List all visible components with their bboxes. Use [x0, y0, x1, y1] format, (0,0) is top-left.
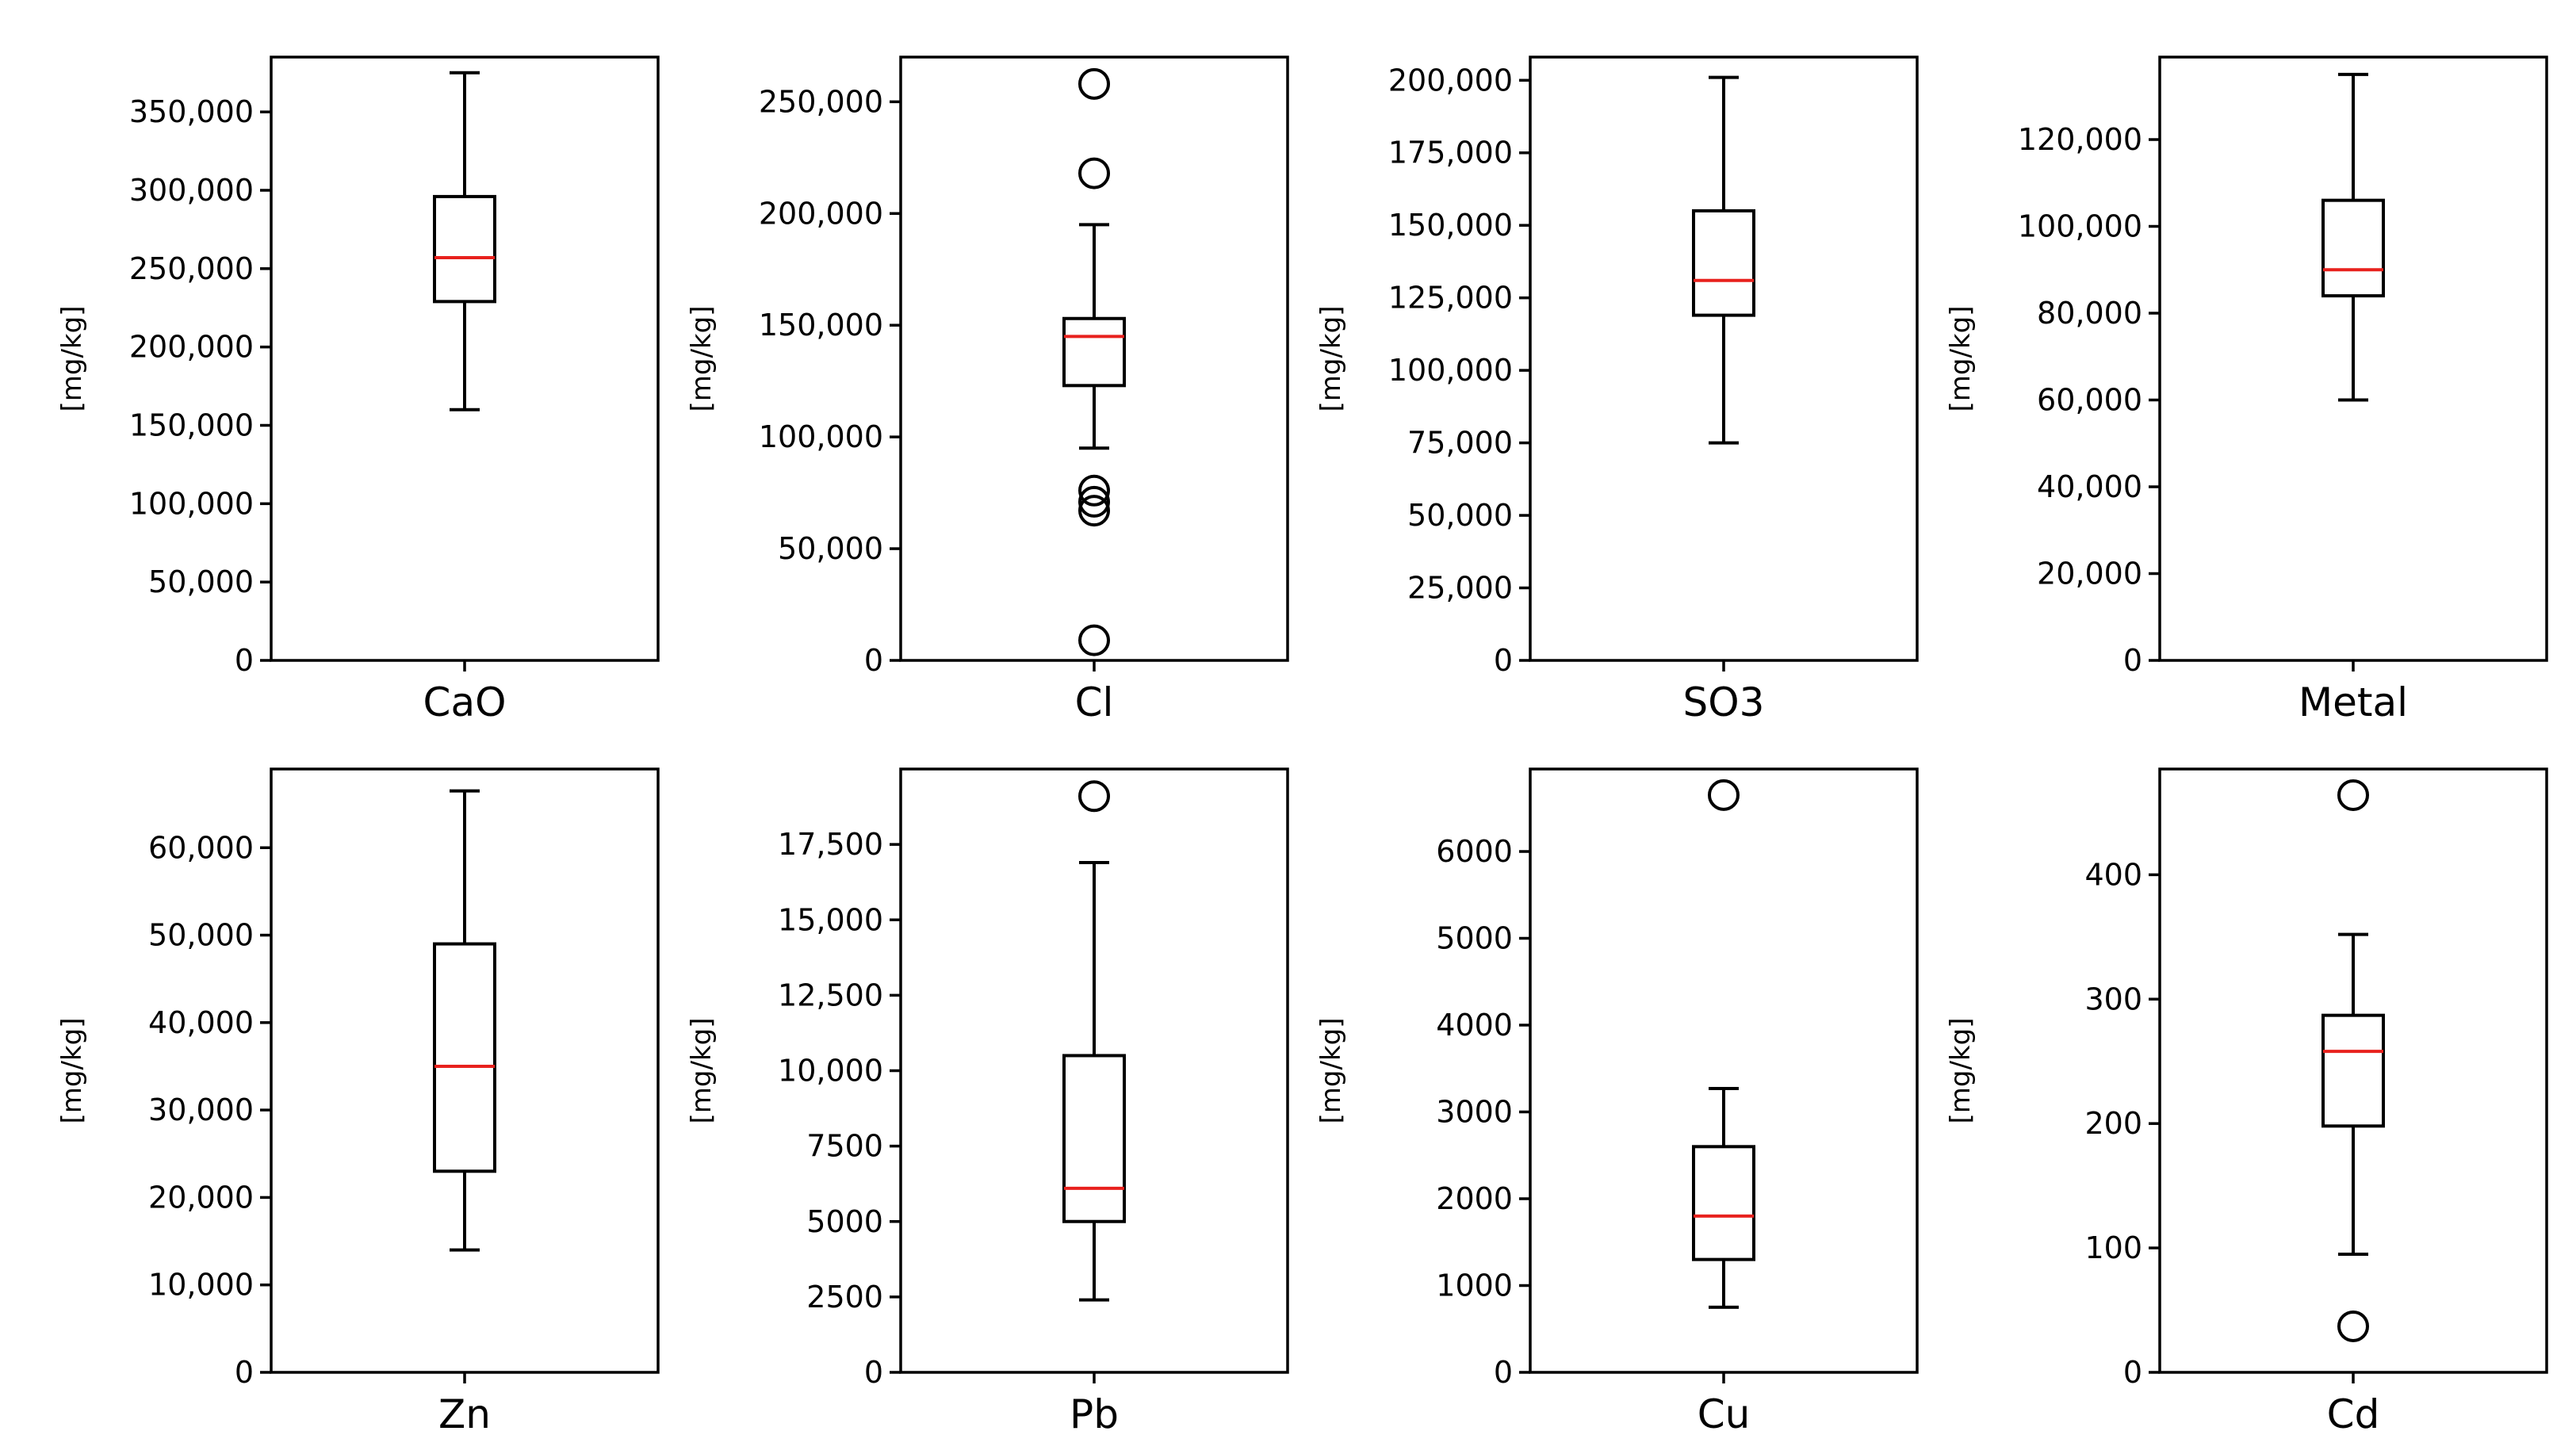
y-tick-label-cao: 300,000 — [129, 173, 254, 208]
y-axis-label-cu: [mg/kg] — [1315, 1018, 1347, 1124]
x-category-label-cd: Cd — [2327, 1391, 2380, 1437]
y-tick-label-cd: 400 — [2084, 857, 2142, 892]
y-tick-label-zn: 30,000 — [148, 1092, 254, 1127]
y-tick-label-zn: 50,000 — [148, 918, 254, 953]
y-tick-label-cao: 200,000 — [129, 330, 254, 365]
y-tick-label-cu: 4000 — [1436, 1008, 1513, 1043]
y-tick-label-pb: 5000 — [806, 1204, 883, 1239]
y-tick-label-cao: 250,000 — [129, 251, 254, 286]
y-tick-label-cd: 0 — [2123, 1355, 2142, 1390]
iqr-box-cu — [1692, 1145, 1755, 1261]
y-tick-label-so3: 175,000 — [1388, 136, 1513, 170]
y-tick-label-metal: 60,000 — [2037, 383, 2142, 418]
y-tick-label-cu: 1000 — [1436, 1268, 1513, 1303]
y-tick-label-pb: 0 — [864, 1355, 883, 1390]
iqr-box-cao — [433, 194, 496, 304]
y-tick-label-cd: 200 — [2084, 1106, 2142, 1141]
plot-frame-cl — [899, 55, 1289, 662]
y-tick-label-metal: 100,000 — [2018, 209, 2142, 244]
y-tick-label-cu: 6000 — [1436, 834, 1513, 869]
iqr-box-pb — [1062, 1054, 1126, 1223]
outlier-point-cl — [1078, 67, 1110, 100]
iqr-box-metal — [2321, 198, 2385, 298]
y-tick-label-cao: 100,000 — [129, 486, 254, 521]
x-category-label-cao: CaO — [423, 679, 507, 725]
y-tick-label-pb: 17,500 — [778, 827, 883, 862]
y-tick-label-cu: 0 — [1494, 1355, 1513, 1390]
y-tick-label-pb: 12,500 — [778, 978, 883, 1012]
plot-frame-cd — [2158, 767, 2548, 1374]
x-category-label-zn: Zn — [438, 1391, 491, 1437]
y-tick-label-zn: 10,000 — [148, 1268, 254, 1303]
y-axis-label-cao: [mg/kg] — [56, 306, 88, 412]
x-category-label-pb: Pb — [1070, 1391, 1119, 1437]
y-axis-label-cl: [mg/kg] — [686, 306, 718, 412]
outlier-point-cl — [1078, 624, 1110, 656]
y-tick-label-cl: 250,000 — [759, 84, 883, 119]
y-tick-label-so3: 0 — [1494, 643, 1513, 678]
y-tick-label-so3: 125,000 — [1388, 281, 1513, 316]
y-tick-label-pb: 7500 — [806, 1129, 883, 1164]
y-tick-label-cao: 150,000 — [129, 408, 254, 443]
y-tick-label-cao: 350,000 — [129, 94, 254, 129]
y-tick-label-so3: 200,000 — [1388, 63, 1513, 98]
y-tick-label-pb: 15,000 — [778, 902, 883, 937]
x-category-label-cl: Cl — [1075, 679, 1114, 725]
outlier-point-cl — [1078, 485, 1110, 518]
y-tick-label-so3: 150,000 — [1388, 208, 1513, 243]
y-tick-label-zn: 0 — [235, 1355, 254, 1390]
y-tick-label-cl: 150,000 — [759, 308, 883, 342]
y-tick-label-so3: 25,000 — [1407, 571, 1513, 606]
iqr-box-cd — [2321, 1013, 2385, 1128]
y-tick-label-so3: 75,000 — [1407, 426, 1513, 461]
outlier-point-cd — [2337, 779, 2369, 811]
y-tick-label-metal: 0 — [2123, 643, 2142, 678]
y-axis-label-so3: [mg/kg] — [1315, 306, 1347, 412]
x-category-label-metal: Metal — [2298, 679, 2408, 725]
y-tick-label-cl: 50,000 — [778, 531, 883, 566]
iqr-box-zn — [433, 942, 496, 1173]
y-tick-label-metal: 40,000 — [2037, 469, 2142, 504]
y-axis-label-zn: [mg/kg] — [56, 1018, 88, 1124]
x-category-label-cu: Cu — [1698, 1391, 1751, 1437]
y-tick-label-cl: 0 — [864, 643, 883, 678]
outlier-point-cl — [1078, 495, 1110, 527]
y-tick-label-cu: 2000 — [1436, 1181, 1513, 1216]
y-tick-label-pb: 2500 — [806, 1280, 883, 1314]
y-tick-label-cu: 3000 — [1436, 1095, 1513, 1130]
y-tick-label-cl: 200,000 — [759, 196, 883, 231]
y-tick-label-cd: 300 — [2084, 981, 2142, 1016]
y-tick-label-cao: 0 — [235, 643, 254, 678]
y-tick-label-pb: 10,000 — [778, 1054, 883, 1089]
y-tick-label-cl: 100,000 — [759, 419, 883, 454]
x-category-label-so3: SO3 — [1683, 679, 1765, 725]
y-tick-label-cu: 5000 — [1436, 921, 1513, 956]
iqr-box-cl — [1062, 316, 1126, 388]
y-tick-label-zn: 40,000 — [148, 1005, 254, 1040]
y-tick-label-zn: 20,000 — [148, 1180, 254, 1215]
outlier-point-cd — [2337, 1310, 2369, 1342]
outlier-point-cu — [1708, 779, 1740, 811]
y-tick-label-metal: 120,000 — [2018, 122, 2142, 157]
outlier-point-pb — [1078, 780, 1110, 813]
y-tick-label-cao: 50,000 — [148, 564, 254, 599]
y-axis-label-cd: [mg/kg] — [1945, 1018, 1977, 1124]
y-tick-label-zn: 60,000 — [148, 830, 254, 865]
y-tick-label-metal: 20,000 — [2037, 557, 2142, 591]
y-tick-label-so3: 50,000 — [1407, 498, 1513, 533]
outlier-point-cl — [1078, 157, 1110, 189]
y-tick-label-so3: 100,000 — [1388, 353, 1513, 388]
y-tick-label-metal: 80,000 — [2037, 296, 2142, 331]
iqr-box-so3 — [1692, 209, 1755, 317]
y-axis-label-pb: [mg/kg] — [686, 1018, 718, 1124]
y-axis-label-metal: [mg/kg] — [1945, 306, 1977, 412]
outlier-point-cl — [1078, 474, 1110, 507]
y-tick-label-cd: 100 — [2084, 1230, 2142, 1265]
